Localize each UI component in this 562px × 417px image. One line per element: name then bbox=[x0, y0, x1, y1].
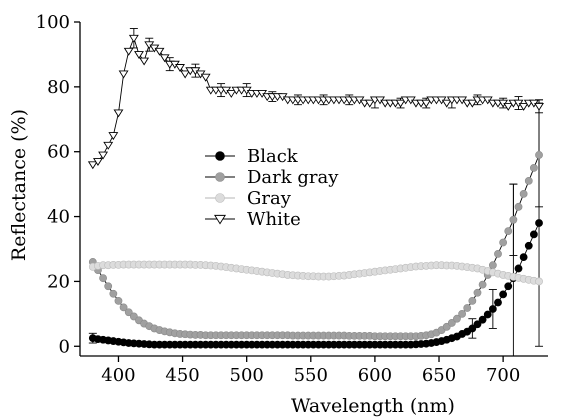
dark-gray-point bbox=[535, 151, 543, 159]
black-point bbox=[529, 230, 538, 239]
dark-gray-point bbox=[529, 164, 538, 172]
dark-gray-point bbox=[453, 314, 461, 323]
x-tick-label: 650 bbox=[422, 365, 456, 386]
white-point bbox=[175, 64, 185, 72]
black-point bbox=[483, 310, 492, 319]
x-axis-label: Wavelength (nm) bbox=[291, 395, 455, 417]
axes bbox=[79, 22, 548, 357]
y-ticks: 0 20 40 60 80 100 bbox=[36, 12, 80, 357]
white-point bbox=[108, 132, 119, 141]
error-bars bbox=[88, 28, 544, 356]
black-point bbox=[535, 219, 543, 227]
white-point bbox=[364, 99, 375, 108]
y-tick-label: 0 bbox=[59, 336, 70, 357]
x-tick-label: 450 bbox=[165, 365, 199, 386]
white-point bbox=[180, 70, 191, 79]
dark-gray-point bbox=[509, 215, 518, 224]
dark-gray-point bbox=[99, 274, 107, 283]
black-point bbox=[473, 320, 482, 329]
dark-gray-point bbox=[463, 304, 472, 312]
white-point bbox=[421, 99, 432, 108]
dark-gray-point bbox=[447, 319, 456, 327]
dark-gray-point bbox=[473, 288, 482, 297]
legend-black-marker bbox=[215, 151, 225, 161]
dark-gray-point bbox=[129, 312, 138, 321]
dark-gray-point bbox=[504, 227, 513, 236]
black-point bbox=[499, 290, 508, 299]
white-point bbox=[98, 151, 109, 160]
dark-gray-point bbox=[519, 189, 528, 198]
dark-gray-point bbox=[468, 296, 477, 305]
white-point bbox=[154, 47, 165, 56]
series bbox=[87, 34, 544, 349]
dark-gray-point bbox=[109, 289, 118, 298]
y-tick-label: 80 bbox=[47, 77, 70, 98]
x-tick-label: 500 bbox=[230, 365, 264, 386]
dark-gray-point bbox=[124, 308, 133, 317]
white-point bbox=[200, 73, 211, 82]
dark-gray-point bbox=[119, 303, 128, 312]
white-point bbox=[395, 99, 406, 108]
black-point bbox=[478, 315, 487, 324]
black-point bbox=[468, 324, 477, 333]
white-point bbox=[87, 161, 98, 170]
y-axis-label: Reflectance (%) bbox=[8, 109, 30, 261]
dark-gray-point bbox=[478, 280, 487, 289]
white-point bbox=[123, 47, 134, 56]
gray-point bbox=[535, 277, 543, 286]
black-point bbox=[524, 241, 533, 250]
y-tick-label: 60 bbox=[47, 142, 70, 163]
white-point bbox=[118, 70, 129, 79]
dark-gray-point bbox=[514, 202, 523, 211]
dark-gray-point bbox=[524, 176, 533, 185]
white-point bbox=[503, 102, 514, 111]
x-tick-label: 700 bbox=[486, 365, 520, 386]
white-point bbox=[226, 89, 237, 98]
dark-gray-point bbox=[114, 296, 123, 305]
y-tick-label: 100 bbox=[36, 12, 70, 33]
black-point bbox=[504, 282, 513, 291]
dark-gray-point bbox=[442, 322, 451, 331]
white-point bbox=[441, 99, 452, 108]
legend-black-label: Black bbox=[247, 146, 299, 167]
black-point bbox=[488, 305, 497, 313]
white-point bbox=[113, 109, 124, 118]
dark-gray-point bbox=[488, 261, 497, 270]
white-point bbox=[159, 54, 170, 63]
black-point bbox=[494, 298, 502, 307]
dark-gray-point bbox=[458, 309, 466, 318]
black-point bbox=[519, 253, 528, 261]
x-tick-label: 550 bbox=[294, 365, 328, 386]
white-point bbox=[103, 141, 114, 150]
white-point bbox=[139, 57, 150, 66]
white-point bbox=[534, 102, 544, 111]
x-tick-label: 400 bbox=[101, 365, 135, 386]
legend-gray-marker bbox=[215, 193, 225, 203]
legend-dark-gray-marker bbox=[215, 172, 225, 182]
x-ticks: 400 450 500 550 600 650 700 bbox=[101, 356, 520, 386]
dark-gray-point bbox=[104, 282, 113, 291]
dark-gray-point bbox=[494, 249, 502, 258]
white-point bbox=[134, 51, 144, 60]
legend-white-marker bbox=[214, 214, 226, 225]
legend-dark-gray-label: Dark gray bbox=[247, 167, 339, 188]
black-point bbox=[514, 264, 523, 273]
white-point bbox=[128, 34, 139, 43]
y-tick-label: 20 bbox=[47, 271, 70, 292]
white-point bbox=[518, 102, 529, 111]
y-tick-label: 40 bbox=[47, 207, 70, 228]
legend-gray-label: Gray bbox=[247, 188, 292, 209]
x-tick-label: 600 bbox=[358, 365, 392, 386]
legend-white-label: White bbox=[247, 209, 301, 230]
white-point bbox=[467, 99, 478, 108]
white-point bbox=[92, 158, 103, 167]
dark-gray-point bbox=[499, 238, 508, 247]
